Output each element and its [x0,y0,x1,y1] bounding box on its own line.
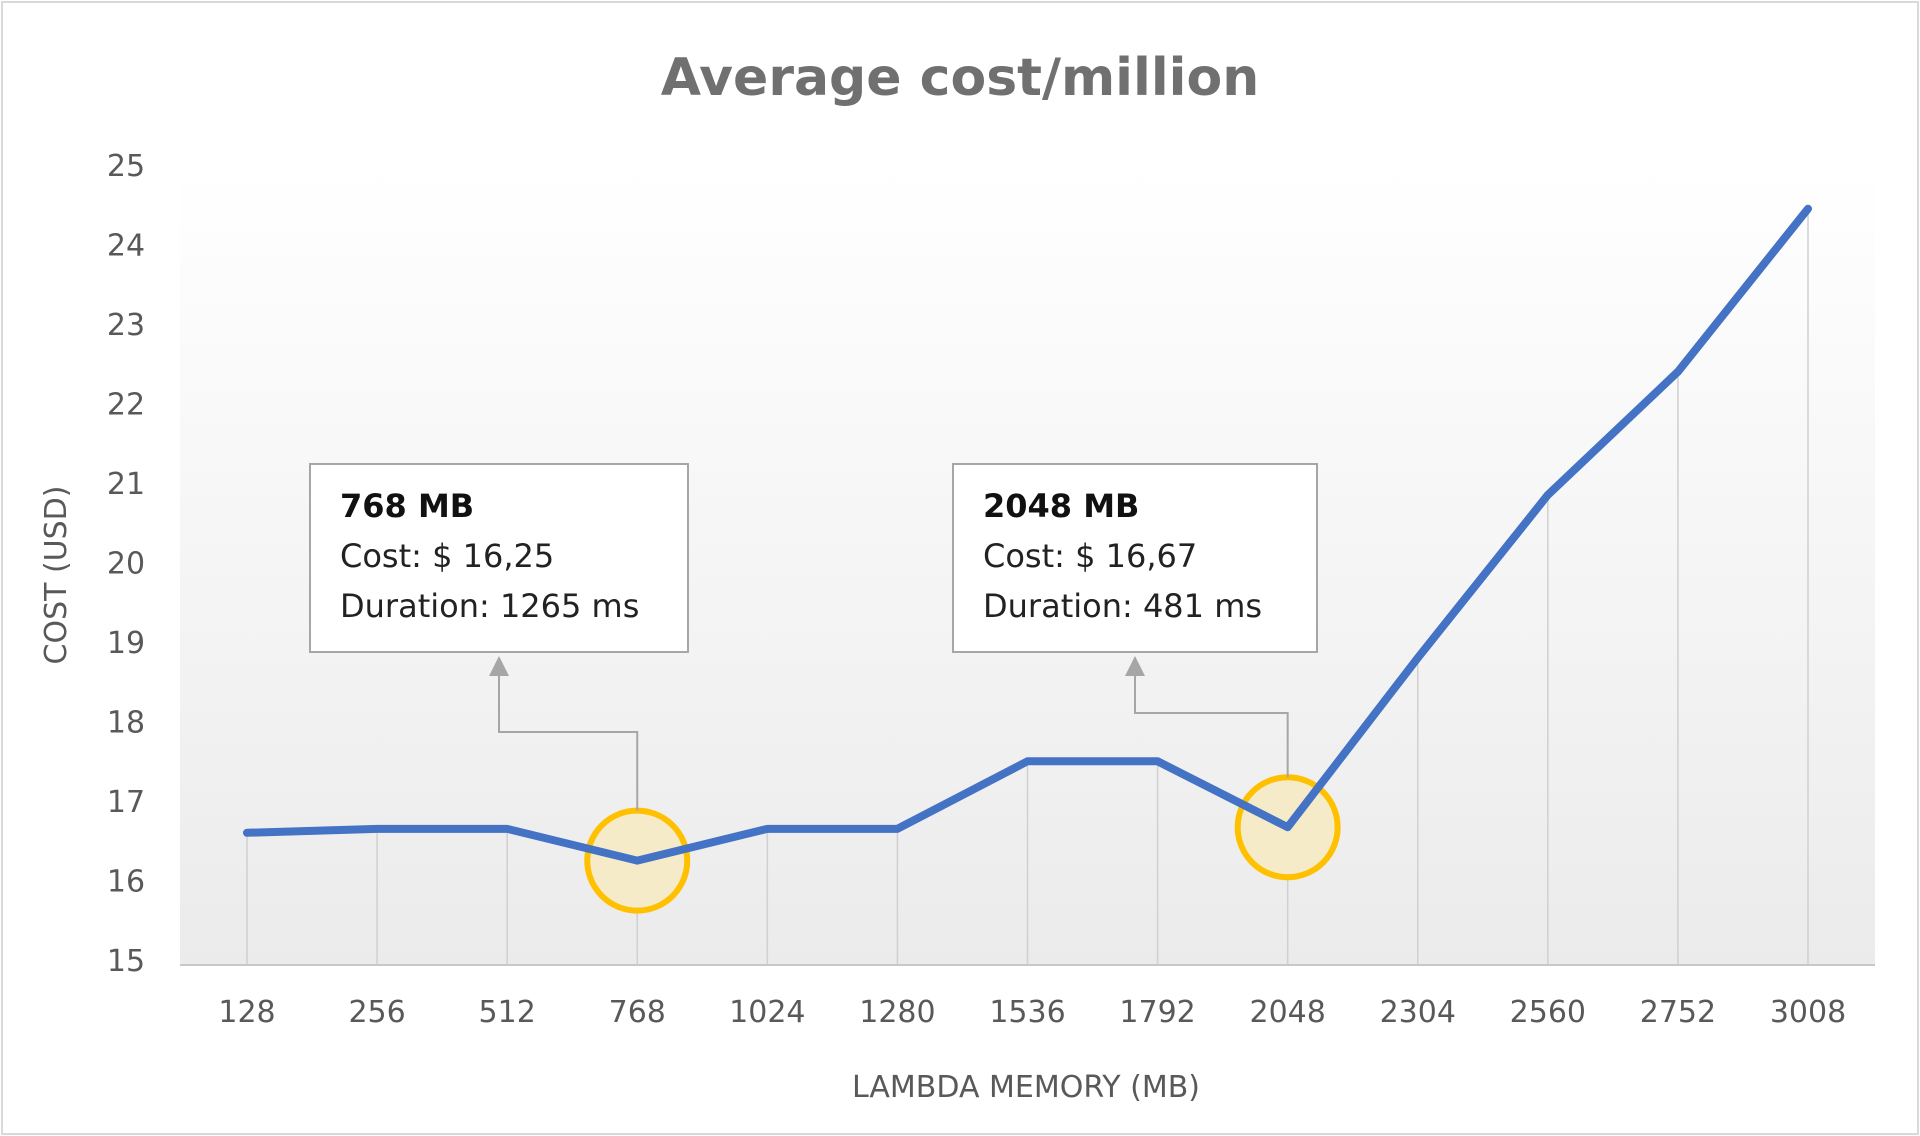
x-tick-label: 2304 [1380,995,1456,1030]
y-tick-label: 24 [107,229,145,264]
arrowhead-icon [489,656,509,676]
data-point [1284,824,1291,831]
data-point [1544,491,1551,498]
data-point [1154,758,1161,765]
x-tick-label: 1536 [989,995,1065,1030]
x-tick-label: 2048 [1249,995,1325,1030]
x-tick-label: 1792 [1119,995,1195,1030]
callout-leader [1134,672,1289,778]
chart-title: Average cost/million [661,48,1259,108]
data-point [374,825,381,832]
x-tick-label: 256 [348,995,405,1030]
callout-duration: Duration: 1265 ms [340,587,639,625]
y-tick-label: 18 [107,706,145,741]
y-tick-label: 15 [107,944,145,979]
y-tick-label: 16 [107,865,145,900]
data-point [894,825,901,832]
y-tick-label: 22 [107,388,145,423]
x-tick-label: 768 [609,995,666,1030]
callout-box [952,463,1318,653]
x-tick-label: 1280 [859,995,935,1030]
y-tick-label: 21 [107,467,145,502]
data-point [634,857,641,864]
callout-cost: Cost: $ 16,25 [340,537,554,575]
x-axis-title: LAMBDA MEMORY (MB) [852,1070,1200,1105]
y-tick-label: 20 [107,547,145,582]
callout-header: 2048 MB [983,487,1139,525]
callout-box [309,463,689,653]
data-point [244,829,250,836]
arrowhead-icon [1125,656,1145,676]
y-tick-label: 17 [107,785,145,820]
data-point [1674,368,1681,375]
data-point [504,825,511,832]
callout-cost: Cost: $ 16,67 [983,537,1197,575]
y-tick-label: 23 [107,308,145,343]
callout-leader [498,672,639,811]
x-tick-label: 2560 [1510,995,1586,1030]
data-point [764,825,771,832]
y-axis-title: COST (USD) [39,486,74,665]
x-tick-label: 128 [218,995,275,1030]
x-tick-label: 3008 [1770,995,1846,1030]
x-tick-label: 512 [479,995,536,1030]
data-point [1024,758,1031,765]
y-tick-label: 25 [107,149,145,184]
x-tick-label: 2752 [1640,995,1716,1030]
callout-duration: Duration: 481 ms [983,587,1262,625]
callout-header: 768 MB [340,487,474,525]
x-tick-label: 1024 [729,995,805,1030]
data-point [1414,654,1421,661]
data-point [1805,205,1811,212]
y-tick-label: 19 [107,626,145,661]
